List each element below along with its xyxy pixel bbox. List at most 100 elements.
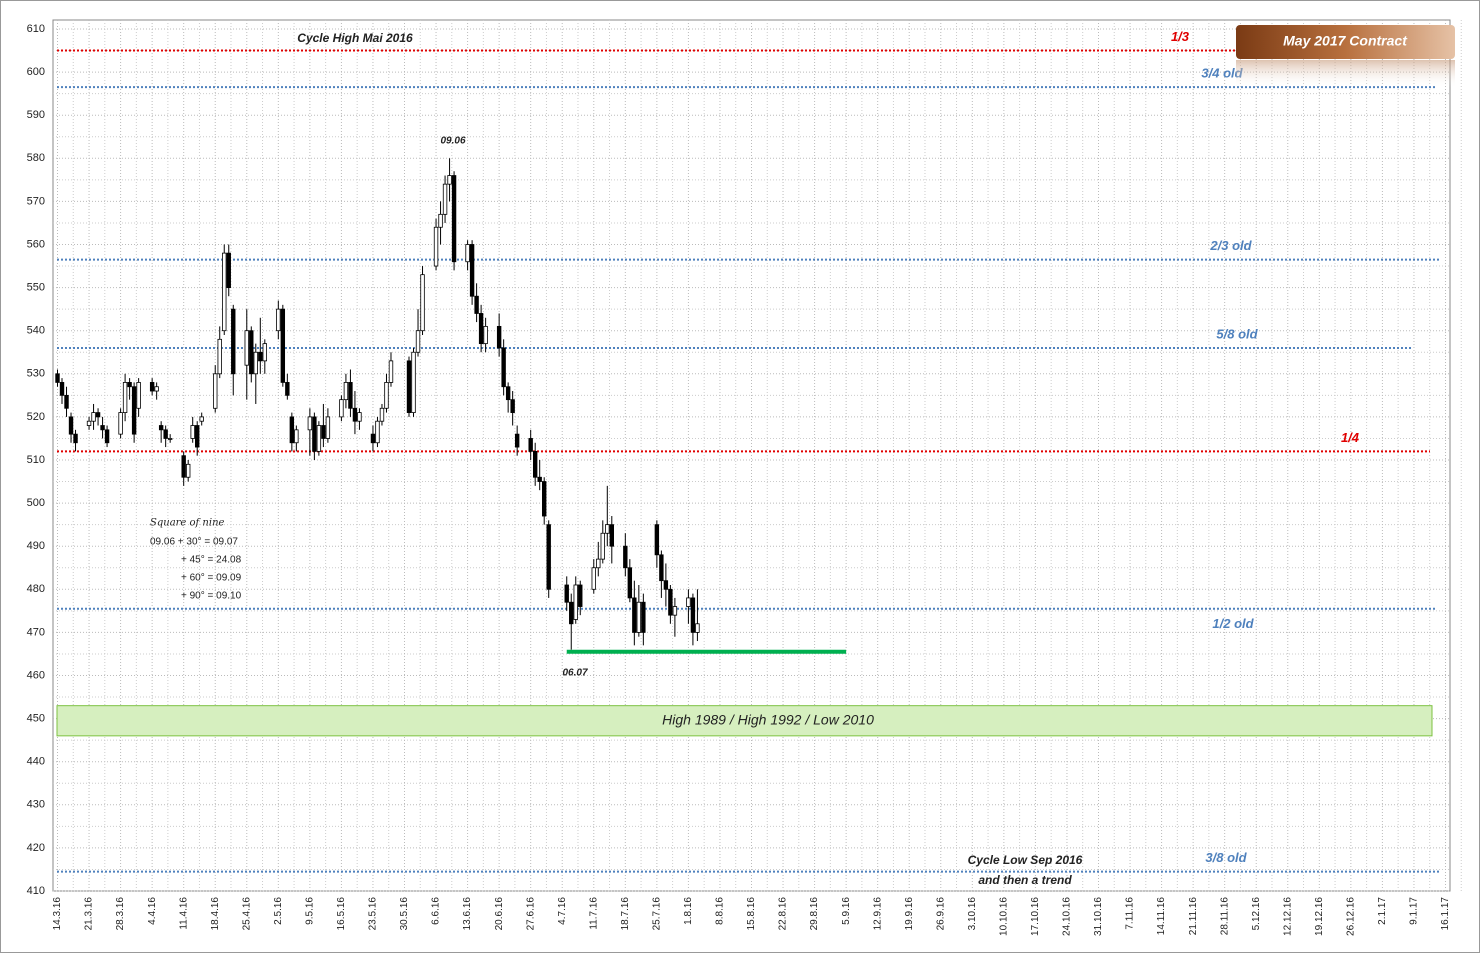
- x-tick-label: 30.5.16: [399, 897, 410, 931]
- candle-body: [59, 382, 65, 396]
- candle-body: [249, 330, 254, 375]
- candle-body: [104, 429, 110, 444]
- y-tick-label: 560: [27, 238, 45, 250]
- candle-body: [91, 412, 96, 422]
- candle-body: [163, 429, 168, 439]
- candle-body: [465, 244, 470, 263]
- y-tick-label: 580: [27, 152, 45, 164]
- x-tick-label: 12.9.16: [872, 897, 883, 931]
- candle-body: [501, 347, 506, 388]
- candle-body: [343, 382, 349, 401]
- x-tick-label: 1.8.16: [683, 897, 694, 925]
- y-tick-label: 610: [27, 23, 45, 35]
- candle-body: [569, 601, 574, 625]
- x-tick-label: 29.8.16: [809, 897, 820, 931]
- candle-body: [514, 433, 520, 448]
- candle-body: [158, 425, 164, 431]
- candle-body: [122, 382, 128, 413]
- candle-body: [195, 425, 200, 448]
- candle-body: [578, 584, 583, 607]
- x-tick-label: 6.6.16: [431, 897, 442, 925]
- y-tick-label: 470: [27, 626, 45, 638]
- x-tick-label: 4.4.16: [147, 897, 158, 925]
- candle-body: [285, 382, 290, 396]
- candle-body: [636, 601, 642, 633]
- candle-body: [64, 394, 69, 409]
- candle-body: [307, 416, 313, 431]
- candle-body: [433, 226, 439, 267]
- x-tick-label: 14.11.16: [1156, 897, 1167, 936]
- candle-body: [537, 476, 542, 482]
- annotation: 09.06: [440, 136, 465, 147]
- candle-body: [294, 429, 299, 444]
- candle-body: [231, 308, 236, 375]
- y-tick-label: 550: [27, 282, 45, 294]
- square-of-nine: Square of nine: [150, 518, 225, 529]
- candle-body: [600, 532, 605, 560]
- annotation: Cycle High Mai 2016: [297, 31, 413, 45]
- y-tick-label: 510: [27, 454, 45, 466]
- candle-body: [339, 399, 344, 418]
- candle-body: [478, 313, 484, 345]
- candle-body: [73, 433, 78, 444]
- reference-label: 3/8 old: [1205, 850, 1247, 865]
- candle-body: [379, 407, 385, 422]
- y-tick-label: 420: [27, 842, 45, 854]
- zone-label: High 1989 / High 1992 / Low 2010: [662, 711, 874, 727]
- candle-body: [388, 360, 394, 383]
- candle-body: [185, 463, 191, 478]
- candle-body: [213, 373, 218, 409]
- candle-body: [136, 382, 141, 409]
- candle-body: [375, 420, 380, 444]
- candle-body: [276, 308, 281, 332]
- candle-body: [258, 351, 263, 362]
- candle-body: [357, 412, 362, 422]
- candle-body: [118, 412, 123, 435]
- candle-body: [226, 252, 231, 288]
- x-tick-label: 12.12.16: [1282, 897, 1293, 936]
- reference-label: 1/4: [1341, 430, 1360, 445]
- candle-body: [149, 382, 155, 392]
- x-tick-label: 26.12.16: [1345, 897, 1356, 936]
- candle-body: [591, 567, 596, 590]
- x-tick-label: 19.9.16: [904, 897, 915, 931]
- candle-body: [573, 584, 578, 620]
- title-reflection: [1236, 60, 1455, 88]
- candle-body: [690, 597, 696, 633]
- x-tick-label: 5.12.16: [1251, 897, 1262, 931]
- y-tick-label: 480: [27, 583, 45, 595]
- candle-body: [659, 554, 664, 582]
- candle-body: [131, 386, 137, 435]
- candle-body: [127, 382, 132, 388]
- title-box: [1236, 25, 1455, 59]
- x-tick-label: 18.4.16: [210, 897, 221, 931]
- x-tick-label: 22.8.16: [778, 897, 789, 931]
- candle-body: [199, 416, 204, 422]
- candle-body: [609, 524, 614, 547]
- candle-body: [321, 425, 326, 439]
- candle-body: [289, 416, 295, 444]
- square-of-nine: + 60° = 09.09: [181, 573, 242, 584]
- candle-body: [641, 601, 646, 633]
- x-tick-label: 4.7.16: [557, 897, 568, 925]
- x-tick-label: 24.10.16: [1062, 897, 1073, 936]
- y-tick-label: 590: [27, 109, 45, 121]
- x-tick-label: 18.7.16: [620, 897, 631, 931]
- x-tick-label: 7.11.16: [1125, 897, 1136, 930]
- candle-body: [542, 481, 547, 517]
- candle-body: [312, 416, 317, 452]
- y-tick-label: 530: [27, 368, 45, 380]
- candle-body: [316, 425, 322, 452]
- x-tick-label: 2.1.17: [1377, 897, 1388, 925]
- x-tick-label: 28.3.16: [115, 897, 126, 931]
- candle-body: [496, 325, 502, 349]
- candle-body: [406, 360, 412, 413]
- candle-body: [95, 412, 101, 418]
- x-tick-label: 14.3.16: [52, 897, 63, 931]
- x-tick-label: 21.3.16: [84, 897, 95, 931]
- candle-body: [528, 438, 533, 452]
- candle-body: [663, 580, 669, 590]
- candle-body: [370, 433, 376, 444]
- candle-body: [546, 524, 551, 590]
